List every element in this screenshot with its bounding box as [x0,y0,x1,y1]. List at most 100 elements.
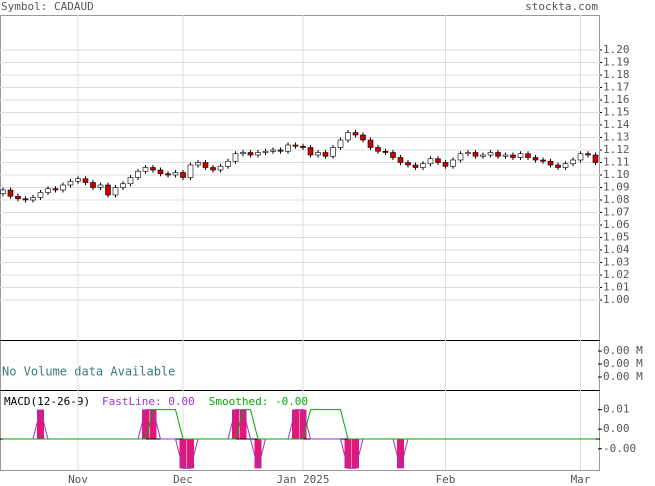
y-tick-label: 1.20 [603,43,630,56]
y-tick-label: 1.04 [603,243,630,256]
candle-body [255,152,261,156]
candle-body [457,153,464,161]
candle-body [105,184,111,196]
candle-body [52,188,59,191]
candle-body [592,154,599,163]
candle-body [285,144,291,152]
macd-bar [187,438,194,469]
candle-body [330,147,336,157]
y-tick-label: 0.01 [603,403,630,416]
macd-bar [352,438,359,469]
candle-body [75,178,81,182]
candle-body [30,197,36,201]
candle-body [247,152,254,156]
x-tick-label: Jan 2025 [277,473,330,486]
candle-body [495,152,501,157]
candle-body [150,167,156,171]
candle-body [562,163,569,168]
candle-body [405,162,411,166]
candle-body [465,152,471,155]
x-tick-label: Feb [436,473,456,486]
candle-body [540,159,546,162]
candle-body [45,188,51,193]
candle-body [120,183,126,188]
y-tick-label: 1.13 [603,131,630,144]
candle-body [502,154,509,157]
candle-body [202,162,209,168]
candle-body [142,167,149,172]
y-tick-label: 1.07 [603,206,630,219]
candle-body [555,164,561,168]
candle-body [97,184,104,188]
candle-body [487,152,494,156]
candle-body [382,150,389,153]
y-tick-label: 1.06 [603,218,630,231]
candle-body [0,189,6,195]
y-tick-label: 0.00 M [603,370,643,383]
y-tick-label: -0.00 [603,442,636,455]
y-tick-label: 0.00 M [603,357,643,370]
macd-bar [232,409,239,439]
macd-bar [292,409,299,439]
macd-bar [37,409,44,439]
macd-bar [299,409,307,439]
candle-body [450,159,456,167]
legend-entry: Smoothed: -0.00 [209,395,308,408]
y-tick-label: 1.05 [603,231,630,244]
x-tick-label: Mar [571,473,591,486]
y-tick-label: 1.10 [603,168,630,181]
candle-body [420,163,426,168]
candle-body [277,149,284,152]
candle-body [157,169,164,175]
macd-bar [254,438,262,469]
candle-body [172,172,179,176]
y-tick-label: 1.03 [603,256,630,269]
candle-body [390,152,396,158]
y-tick-label: 0.00 [603,422,630,435]
macd-bar [397,438,404,469]
macd-bar [344,438,352,469]
macd-bar [149,409,157,439]
candle-body [180,172,186,178]
candle-body [510,154,516,158]
candle-body [472,152,479,157]
y-tick-label: 1.17 [603,81,630,94]
candle-body [195,162,201,166]
y-tick-label: 1.02 [603,268,630,281]
candle-body [577,153,584,161]
candle-body [435,158,441,163]
candle-body [517,153,524,158]
y-tick-label: 1.15 [603,106,630,119]
volume-note: No Volume data Available [2,365,175,379]
y-tick-label: 1.16 [603,93,630,106]
y-tick-label: 1.19 [603,56,630,69]
candle-body [210,167,216,171]
candle-body [315,152,321,156]
candle-body [67,180,74,186]
candle-body [480,154,486,157]
candle-body [412,164,419,168]
site-name: stockta.com [525,0,598,13]
y-tick-label: 1.00 [603,293,630,306]
candle-body [22,198,29,201]
candle-body [225,160,231,167]
candle-body [217,165,224,171]
candle-body [262,150,269,153]
candle-body [322,152,329,157]
candle-body [585,153,591,156]
candle-body [165,173,171,176]
y-tick-label: 1.14 [603,118,630,131]
candle-body [532,157,539,161]
candle-body [375,147,381,152]
candle-body [7,189,14,197]
y-tick-label: 1.09 [603,181,630,194]
macd-line [3,409,596,440]
y-tick-label: 1.08 [603,193,630,206]
y-tick-label: 1.18 [603,68,630,81]
candle-body [270,149,276,152]
candle-body [37,192,44,198]
candle-body [442,162,449,167]
macd-bar [179,438,187,469]
